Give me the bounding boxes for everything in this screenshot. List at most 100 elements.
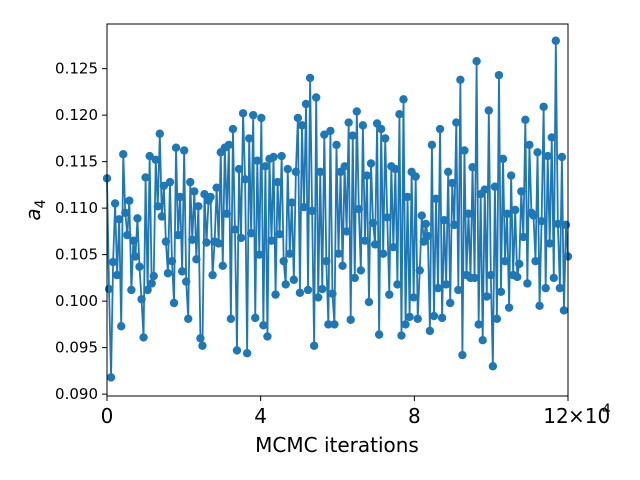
data-point — [429, 311, 439, 321]
data-point — [354, 204, 364, 214]
data-point — [517, 187, 526, 196]
data-point — [494, 70, 504, 80]
x-offset-label: ×10 — [568, 404, 610, 428]
data-point — [352, 107, 361, 116]
data-point — [395, 110, 404, 119]
data-point — [314, 293, 323, 302]
data-point — [425, 326, 435, 336]
data-point — [360, 236, 370, 245]
data-point — [498, 154, 508, 164]
data-point — [448, 178, 457, 188]
data-point — [456, 75, 465, 85]
data-point — [182, 277, 191, 286]
data-point — [251, 313, 260, 323]
data-point — [127, 285, 136, 295]
x-tick-label: 0 — [101, 404, 114, 428]
data-point — [145, 151, 154, 161]
data-point — [423, 231, 433, 241]
data-point — [490, 182, 500, 191]
data-point — [397, 331, 406, 340]
data-point — [523, 279, 532, 288]
data-point — [348, 131, 357, 140]
data-point — [332, 140, 341, 150]
data-point — [502, 209, 512, 218]
data-point — [342, 227, 351, 236]
data-point — [340, 162, 349, 171]
data-point — [175, 192, 185, 202]
data-point — [413, 314, 422, 324]
series-trace — [102, 36, 573, 382]
data-point — [334, 249, 343, 258]
data-point — [295, 288, 305, 297]
data-point — [435, 124, 445, 134]
data-point — [484, 106, 493, 115]
data-point — [549, 273, 558, 283]
data-point — [131, 252, 140, 261]
y-tick-label: 0.105 — [55, 246, 98, 264]
data-point — [374, 330, 384, 339]
y-tick-label: 0.110 — [55, 199, 98, 217]
data-point — [322, 256, 331, 266]
data-point — [515, 259, 524, 269]
data-point — [393, 280, 402, 289]
data-point — [165, 177, 175, 187]
data-point — [173, 230, 183, 240]
data-point — [129, 236, 138, 245]
data-point — [446, 298, 455, 308]
data-point — [409, 293, 418, 302]
data-point — [399, 95, 408, 104]
data-point — [143, 285, 152, 295]
data-point — [257, 113, 266, 123]
data-point — [236, 233, 246, 243]
data-point — [206, 192, 215, 202]
data-point — [547, 133, 556, 142]
data-point — [196, 334, 205, 343]
data-point — [123, 230, 132, 240]
y-axis-label-base: a — [21, 208, 45, 220]
data-point — [468, 163, 477, 172]
x-tick-label: 4 — [254, 404, 267, 428]
data-point — [287, 198, 297, 207]
data-point — [561, 220, 571, 230]
data-point — [117, 322, 126, 331]
data-point — [255, 250, 264, 259]
data-point — [488, 362, 498, 371]
data-point — [279, 256, 288, 266]
data-point — [525, 140, 534, 150]
data-point — [378, 249, 388, 258]
data-point — [242, 349, 252, 358]
data-point — [504, 303, 514, 312]
data-point — [486, 270, 496, 280]
data-point — [289, 275, 299, 284]
data-point — [521, 115, 530, 124]
y-tick-label: 0.090 — [55, 385, 98, 403]
data-point — [277, 151, 286, 161]
data-point — [106, 373, 116, 382]
y-axis-label-subscript: 4 — [33, 199, 49, 208]
data-point — [328, 289, 337, 298]
data-point — [253, 156, 262, 165]
data-point — [285, 249, 294, 258]
data-point — [135, 262, 144, 271]
data-point — [474, 320, 483, 329]
data-point — [437, 313, 447, 323]
data-point — [492, 314, 502, 324]
data-point — [472, 57, 481, 66]
data-point — [364, 297, 374, 307]
data-point — [186, 177, 195, 187]
data-point — [230, 225, 240, 234]
data-point — [222, 209, 232, 218]
data-point — [110, 199, 120, 208]
data-point — [383, 213, 392, 222]
data-point — [350, 273, 359, 283]
y-axis-ticks: 0.090 0.095 0.100 0.105 0.110 0.115 0.120 0.125 — [55, 60, 107, 403]
data-point — [188, 235, 197, 244]
data-point — [539, 102, 548, 111]
data-point — [551, 36, 561, 45]
data-point — [133, 214, 142, 223]
y-tick-label: 0.120 — [55, 106, 98, 124]
data-point — [177, 267, 187, 276]
data-point — [139, 333, 148, 342]
data-point — [415, 266, 424, 275]
data-point — [194, 202, 203, 211]
